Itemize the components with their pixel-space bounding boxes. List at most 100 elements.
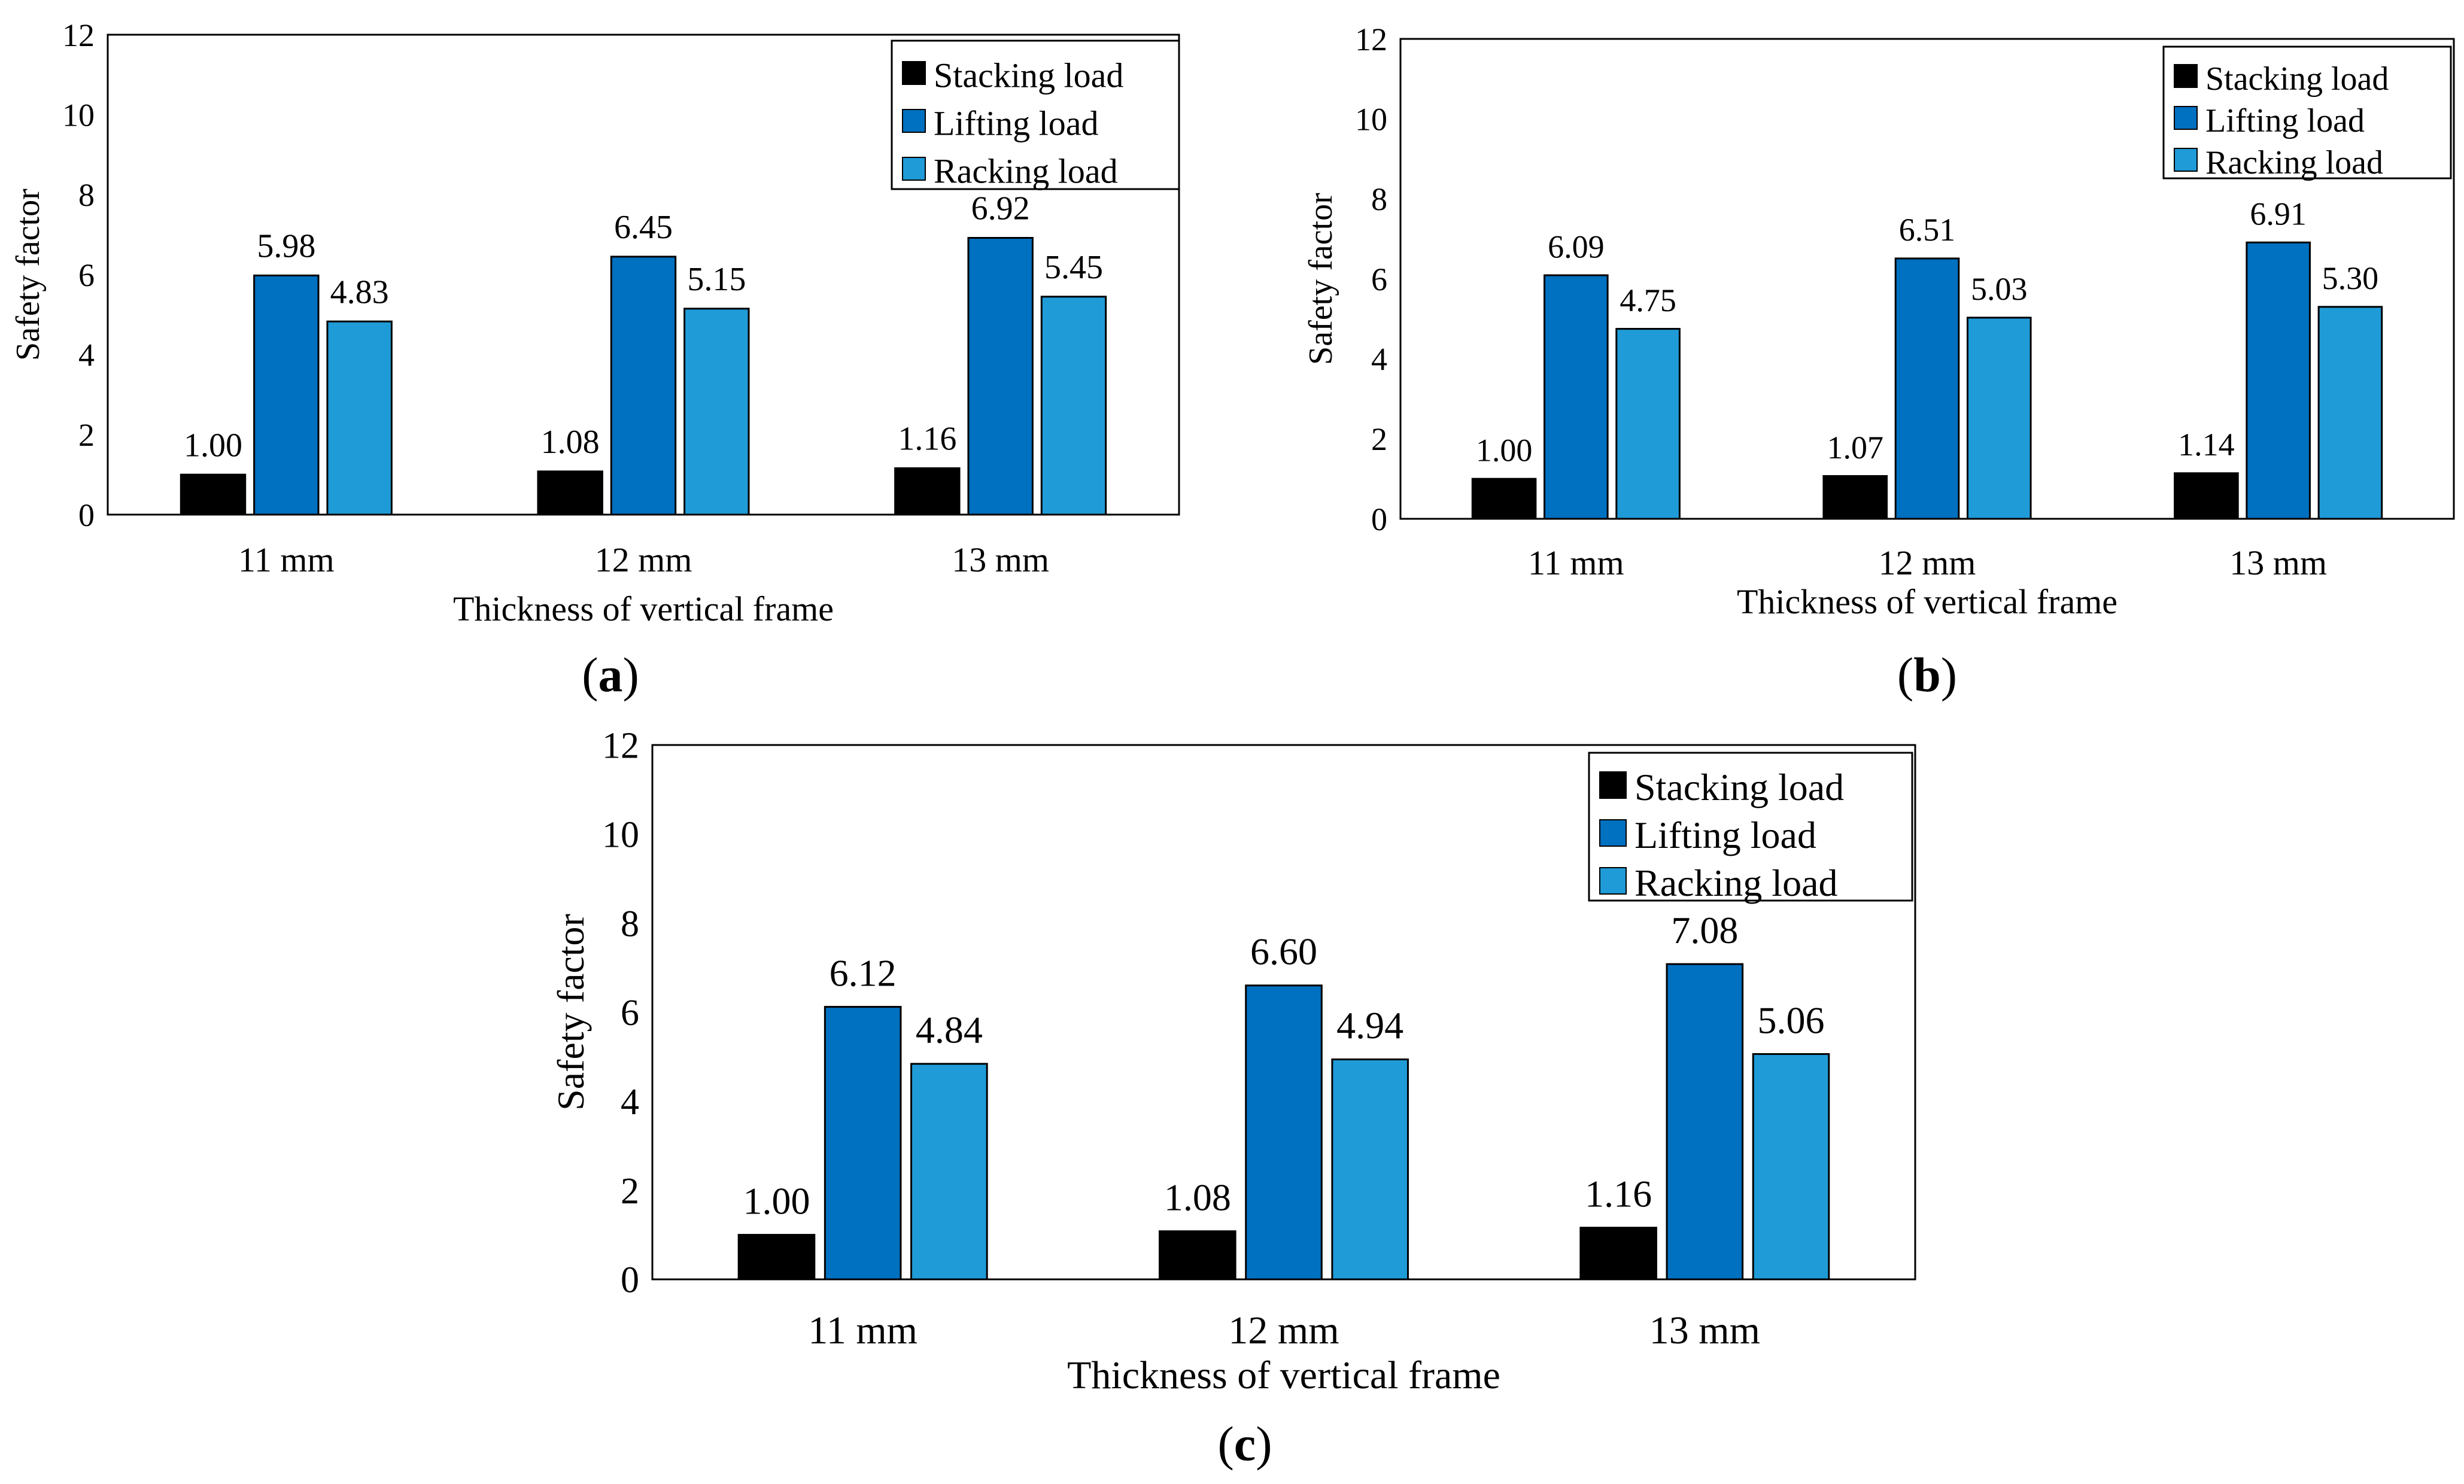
legend-box [2162, 45, 2452, 180]
data-label: 1.00 [184, 427, 242, 464]
legend-entry: Lifting load [934, 104, 1098, 142]
data-label: 5.45 [1044, 249, 1103, 286]
y-tick-label: 4 [78, 337, 95, 373]
y-tick-label: 0 [78, 497, 95, 533]
legend-entry: Racking load [2205, 144, 2383, 181]
legend-entry: Stacking load [934, 56, 1123, 95]
legend-swatch [902, 61, 926, 85]
data-label: 6.51 [1899, 212, 1956, 248]
bar-lifting-load [1245, 984, 1323, 1281]
bar-racking-load [1966, 317, 2032, 520]
bar-lifting-load [967, 237, 1034, 516]
x-tick-label: 12 mm [1879, 543, 1976, 582]
chart-panel-b: 0 2 4 6 8 10 12 Safety factor 1.00 6.09 4.75 11 mm 1… [1302, 22, 2455, 702]
data-label: 5.15 [687, 261, 746, 298]
y-axis-label: Safety factor [549, 914, 592, 1111]
y-axis-label: Safety factor [10, 188, 47, 361]
bar-racking-load [1331, 1058, 1409, 1281]
legend-swatch [902, 109, 926, 133]
y-tick-label: 8 [621, 904, 639, 944]
data-label: 1.00 [743, 1179, 810, 1222]
bar-racking-load [1615, 328, 1681, 520]
data-label: 5.30 [2322, 260, 2379, 296]
panel-caption: (b) [1897, 647, 1957, 702]
legend-entry: Stacking load [2205, 60, 2389, 98]
x-tick-label: 13 mm [2229, 543, 2327, 582]
y-tick-label: 0 [1371, 501, 1387, 537]
bar-racking-load [683, 308, 750, 516]
y-tick-label: 10 [62, 98, 95, 133]
data-label: 1.00 [1476, 432, 1533, 468]
data-label: 5.03 [1971, 271, 2028, 307]
panel-caption: (a) [582, 647, 639, 702]
data-label: 6.12 [830, 951, 897, 994]
data-label: 4.75 [1620, 282, 1676, 318]
bar-stacking-load [894, 467, 961, 516]
y-tick-label: 6 [621, 993, 639, 1033]
legend-swatch [1599, 771, 1627, 799]
bar-stacking-load [1822, 475, 1888, 520]
x-axis-label: Thickness of vertical frame [1067, 1354, 1500, 1397]
legend-swatch [2174, 106, 2198, 130]
data-label: 4.84 [916, 1009, 983, 1051]
bar-racking-load [326, 320, 393, 516]
bar-racking-load [1040, 296, 1107, 516]
legend-entry: Racking load [1634, 862, 1837, 904]
x-tick-label: 11 mm [808, 1309, 917, 1352]
y-tick-label: 8 [1371, 181, 1387, 217]
data-label: 1.08 [541, 424, 600, 461]
legend: Stacking load Lifting load Racking load [891, 39, 1180, 190]
x-tick-label: 13 mm [1649, 1309, 1760, 1352]
x-tick-label: 12 mm [595, 540, 692, 579]
data-label: 4.83 [330, 273, 389, 311]
y-tick-label: 6 [78, 257, 95, 293]
legend: Stacking load Lifting load Racking load [2162, 45, 2452, 181]
data-label: 5.06 [1758, 999, 1825, 1041]
legend-swatch [1599, 867, 1627, 895]
bar-lifting-load [2246, 241, 2311, 520]
data-label: 1.14 [2178, 427, 2235, 463]
x-tick-label: 11 mm [238, 540, 335, 579]
data-label: 1.16 [898, 421, 956, 458]
bar-stacking-load [1471, 478, 1537, 520]
bar-lifting-load [1666, 963, 1744, 1281]
legend-entry: Lifting load [1634, 814, 1816, 856]
bar-lifting-load [1544, 274, 1609, 520]
y-tick-label: 12 [62, 17, 95, 53]
data-label: 1.08 [1164, 1176, 1231, 1218]
y-tick-label: 10 [602, 815, 639, 856]
y-tick-label: 6 [1371, 261, 1387, 297]
y-tick-label: 10 [1355, 102, 1387, 138]
bar-racking-load [2317, 306, 2383, 520]
data-label: 6.45 [614, 209, 673, 246]
bar-stacking-load [737, 1234, 816, 1281]
legend-box [891, 39, 1180, 190]
bar-lifting-load [610, 256, 677, 516]
y-tick-label: 2 [621, 1171, 639, 1212]
bar-stacking-load [180, 473, 247, 516]
panel-letter: b [1913, 647, 1941, 702]
bar-stacking-load [537, 470, 603, 516]
legend-swatch [902, 157, 926, 181]
x-tick-label: 12 mm [1228, 1309, 1339, 1352]
data-label: 6.92 [971, 190, 1030, 227]
bar-racking-load [910, 1063, 988, 1281]
data-label: 6.91 [2250, 196, 2307, 232]
data-label: 7.08 [1671, 909, 1738, 951]
y-tick-label: 4 [1371, 342, 1387, 378]
legend-entry: Racking load [934, 151, 1118, 190]
bar-lifting-load [253, 274, 320, 516]
data-label: 1.16 [1585, 1172, 1652, 1215]
chart-panel-a: 0 2 4 6 8 10 12 Safety factor 1.00 5.98 4.83 11 mm 1… [10, 17, 1180, 702]
bar-stacking-load [1159, 1230, 1236, 1281]
bar-lifting-load [1894, 257, 1960, 520]
data-label: 6.60 [1250, 930, 1317, 973]
y-tick-label: 0 [621, 1260, 639, 1301]
data-label: 5.98 [257, 228, 315, 265]
data-label: 4.94 [1336, 1004, 1403, 1047]
legend-swatch [2174, 64, 2198, 88]
panel-letter: c [1234, 1416, 1256, 1471]
panel-caption: (c) [1217, 1416, 1272, 1471]
legend-entry: Lifting load [2205, 102, 2365, 139]
y-tick-label: 12 [602, 726, 639, 767]
